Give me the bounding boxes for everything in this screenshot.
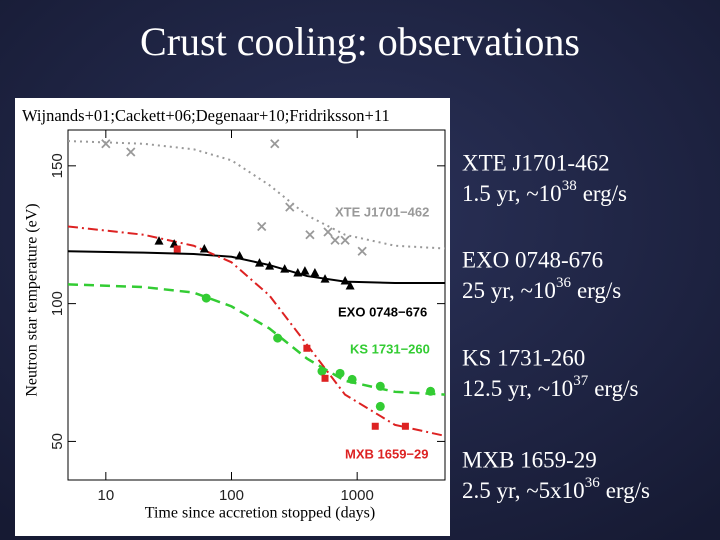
exponent: 37 xyxy=(573,373,589,389)
y-tick-label: 150 xyxy=(49,153,66,178)
description-text: 1.5 yr, ~10 xyxy=(462,181,562,206)
series-label: MXB 1659−29 xyxy=(345,446,428,461)
data-point xyxy=(323,227,333,237)
y-tick-label: 100 xyxy=(49,291,66,316)
data-point xyxy=(347,374,357,384)
data-point xyxy=(169,239,179,248)
data-point xyxy=(201,293,211,303)
series-label: EXO 0748−676 xyxy=(338,304,427,319)
source-description: 1.5 yr, ~1038 erg/s xyxy=(462,178,627,206)
unit: erg/s xyxy=(583,181,627,206)
data-point xyxy=(335,368,345,378)
y-axis-label: Neutron star temperature (eV) xyxy=(24,203,41,396)
data-point xyxy=(345,280,355,290)
data-point xyxy=(273,333,283,343)
x-tick-label: 1000 xyxy=(340,487,373,504)
data-point xyxy=(280,264,290,273)
source-name: XTE J1701-462 xyxy=(462,150,610,175)
data-point xyxy=(317,366,327,376)
description-text: 2.5 yr, ~5x10 xyxy=(462,478,585,503)
data-point xyxy=(154,236,164,245)
data-point xyxy=(401,422,409,430)
data-point xyxy=(321,374,329,382)
data-point xyxy=(340,276,350,285)
source-name: EXO 0748-676 xyxy=(462,247,603,272)
data-point xyxy=(270,139,280,149)
data-point xyxy=(126,147,136,157)
data-point xyxy=(371,422,379,430)
source-description: 2.5 yr, ~5x1036 erg/s xyxy=(462,475,650,503)
data-point xyxy=(340,235,350,245)
fit-curve xyxy=(68,225,445,437)
fit-curve xyxy=(68,140,445,250)
data-point xyxy=(305,230,315,240)
data-point xyxy=(303,344,311,352)
data-point xyxy=(357,246,367,256)
exponent: 36 xyxy=(556,275,572,291)
data-point xyxy=(254,258,264,267)
unit: erg/s xyxy=(606,478,650,503)
slide-title: Crust cooling: observations xyxy=(140,19,580,64)
data-point xyxy=(265,261,275,270)
plot-area: 10 100 1000 50 100 150 XTE J1701−462 EXO 0748−6… xyxy=(49,130,445,504)
description-text: 12.5 yr, ~10 xyxy=(462,376,573,401)
data-point xyxy=(285,202,295,212)
source-description: 25 yr, ~1036 erg/s xyxy=(462,275,621,303)
data-point xyxy=(300,266,310,275)
x-axis-label: Time since accretion stopped (days) xyxy=(145,505,375,522)
description-text: 25 yr, ~10 xyxy=(462,278,556,303)
data-point xyxy=(426,386,436,396)
exponent: 38 xyxy=(562,178,577,194)
citation: Wijnands+01;Cackett+06;Degenaar+10;Fridr… xyxy=(22,106,390,125)
data-point xyxy=(235,250,245,260)
plot-frame xyxy=(67,129,446,481)
exponent: 36 xyxy=(585,475,601,491)
chart-panel xyxy=(15,98,450,536)
data-point xyxy=(257,221,267,232)
data-point xyxy=(330,235,340,245)
series-label: KS 1731−260 xyxy=(350,341,430,356)
data-point xyxy=(293,268,303,277)
source-name: MXB 1659-29 xyxy=(462,447,597,472)
data-point xyxy=(320,274,330,283)
data-point xyxy=(173,245,181,253)
data-point xyxy=(375,381,385,391)
data-point xyxy=(101,139,111,149)
source-list: XTE J1701-462 1.5 yr, ~1038 erg/s EXO 0748-… xyxy=(462,150,650,503)
data-point xyxy=(375,401,385,411)
data-point xyxy=(310,268,320,277)
x-tick-label: 10 xyxy=(97,487,114,504)
y-tick-label: 50 xyxy=(49,433,66,450)
data-point xyxy=(199,244,209,253)
series-label: XTE J1701−462 xyxy=(335,204,429,219)
unit: erg/s xyxy=(577,278,621,303)
source-name: KS 1731-260 xyxy=(462,345,585,370)
x-tick-label: 100 xyxy=(219,487,244,504)
source-description: 12.5 yr, ~1037 erg/s xyxy=(462,373,639,401)
unit: erg/s xyxy=(594,376,638,401)
